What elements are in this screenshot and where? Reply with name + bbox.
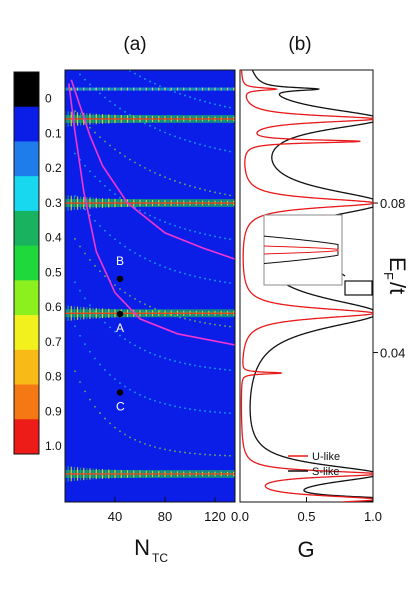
colorbar-label-3: 0.3 <box>45 196 62 210</box>
legend: U-like S-like <box>288 451 340 478</box>
colorbar-segment-7 <box>14 315 39 351</box>
inset-frame <box>263 214 343 286</box>
conductance-axes: 0.0 0.5 1.0 0.04 0.08 <box>231 196 405 524</box>
panel-a-label: (a) <box>123 34 146 55</box>
resonance-trail <box>74 195 231 284</box>
heatmap-x-tick-label-0: 40 <box>108 509 122 524</box>
point-label-a: A <box>116 321 124 335</box>
heatmap-frame <box>64 69 236 503</box>
magenta-curve-lower <box>68 83 235 346</box>
colorbar-label-5: 0.5 <box>45 265 62 279</box>
resonance-trail <box>74 152 231 241</box>
conductance-x-tick-label-1: 0.5 <box>297 509 315 524</box>
conductance-xlabel: G <box>297 537 314 562</box>
conductance-ylabel: E F /t <box>381 257 410 294</box>
zoom-box <box>344 280 373 296</box>
colorbar-segment-5 <box>14 245 39 281</box>
point-a <box>116 310 124 318</box>
panel-b-label: (b) <box>288 34 311 55</box>
series-line-s-like <box>249 70 373 502</box>
point-label-c: C <box>116 400 125 414</box>
colorbar-label-4: 0.4 <box>45 231 62 245</box>
point-label-b: B <box>116 254 124 268</box>
conductance-x-tick-label-0: 0.0 <box>231 509 249 524</box>
heatmap-xlabel-subscript: TC <box>152 551 168 565</box>
heatmap-x-axis: 40 80 120 <box>108 497 226 524</box>
resonance-band-0 <box>65 87 235 91</box>
point-b <box>116 275 124 283</box>
conductance-ylabel-subscript: F <box>381 272 396 280</box>
magenta-curve-upper <box>70 79 235 260</box>
colorbar-label-7: 0.7 <box>45 335 62 349</box>
resonance-trail <box>74 370 231 457</box>
colorbar-segment-6 <box>14 280 39 316</box>
legend-label-u-like: U-like <box>312 451 340 463</box>
inset-line-u-like <box>264 245 339 255</box>
colorbar-label-6: 0.6 <box>45 300 62 314</box>
colorbar-label-10: 1.0 <box>45 439 62 453</box>
colorbar-segment-8 <box>14 349 39 386</box>
colorbar-segment-9 <box>14 384 39 420</box>
conductance-y-tick-label-1: 0.08 <box>380 196 405 211</box>
point-c <box>116 389 124 396</box>
colorbar-segment-2 <box>14 141 39 177</box>
resonance-band-1 <box>65 110 235 127</box>
colorbar-segment-0 <box>14 72 39 108</box>
colorbar-frame <box>13 71 40 455</box>
colorbar-segment-10 <box>14 419 39 455</box>
conductance-ylabel-rest: /t <box>385 282 410 294</box>
colorbar-segment-3 <box>14 176 39 212</box>
resonance-trail <box>74 325 231 415</box>
colorbar-label-2: 0.2 <box>45 161 62 175</box>
heatmap-x-tick-label-1: 80 <box>158 509 172 524</box>
colorbar-label-1: 0.1 <box>45 126 62 140</box>
conductance-ylabel-main: E <box>385 257 410 272</box>
resonance-band-2 <box>65 195 235 212</box>
colorbar-label-0: 0 <box>45 92 52 106</box>
conductance-x-tick-label-2: 1.0 <box>364 509 382 524</box>
colorbar-label-8: 0.8 <box>45 370 62 384</box>
legend-label-s-like: S-like <box>312 466 340 478</box>
heatmap-xlabel: N <box>134 535 150 560</box>
colorbar: 0 0.1 0.2 0.3 0.4 0.5 0.6 0.7 0.8 0.9 1.0 <box>13 71 62 455</box>
colorbar-label-9: 0.9 <box>45 404 62 418</box>
colorbar-segment-1 <box>14 106 39 142</box>
resonance-band-4 <box>65 465 235 482</box>
series-line-u-like <box>240 70 373 502</box>
conductance-panel: U-like S-like <box>239 69 374 503</box>
conductance-frame <box>239 69 374 503</box>
conductance-y-tick-label-0: 0.04 <box>380 346 405 361</box>
heatmap-panel: B A C <box>64 69 236 503</box>
heatmap-x-tick-label-2: 120 <box>204 509 226 524</box>
colorbar-segment-4 <box>14 210 39 247</box>
